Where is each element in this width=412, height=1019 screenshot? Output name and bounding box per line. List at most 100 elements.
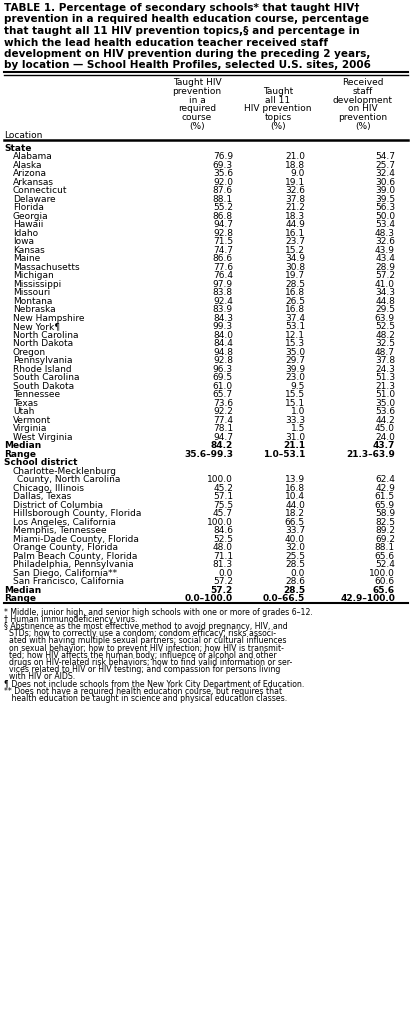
Text: that taught all 11 HIV prevention topics,§ and percentage in: that taught all 11 HIV prevention topics… [4, 25, 360, 36]
Text: ted; how HIV affects the human body; influence of alcohol and other: ted; how HIV affects the human body; inf… [4, 650, 276, 659]
Text: 92.2: 92.2 [213, 407, 233, 416]
Text: 32.6: 32.6 [375, 236, 395, 246]
Text: 39.5: 39.5 [375, 195, 395, 204]
Text: 31.0: 31.0 [285, 432, 305, 441]
Text: Hawaii: Hawaii [13, 220, 43, 229]
Text: 99.3: 99.3 [213, 322, 233, 331]
Text: TABLE 1. Percentage of secondary schools* that taught HIV†: TABLE 1. Percentage of secondary schools… [4, 3, 359, 13]
Text: (%): (%) [189, 122, 205, 130]
Text: 43.7: 43.7 [372, 440, 395, 449]
Text: 28.9: 28.9 [375, 262, 395, 271]
Text: 84.2: 84.2 [211, 440, 233, 449]
Text: 88.1: 88.1 [213, 195, 233, 204]
Text: 52.5: 52.5 [213, 534, 233, 543]
Text: Alaska: Alaska [13, 160, 42, 169]
Text: 92.4: 92.4 [213, 297, 233, 306]
Text: 37.4: 37.4 [285, 313, 305, 322]
Text: 1.0–53.1: 1.0–53.1 [262, 449, 305, 459]
Text: 65.7: 65.7 [213, 389, 233, 398]
Text: 94.7: 94.7 [213, 220, 233, 229]
Text: Chicago, Illinois: Chicago, Illinois [13, 483, 84, 492]
Text: Pennsylvania: Pennsylvania [13, 356, 73, 365]
Text: 16.8: 16.8 [285, 305, 305, 314]
Text: 53.6: 53.6 [375, 407, 395, 416]
Text: 71.1: 71.1 [213, 551, 233, 560]
Text: 53.4: 53.4 [375, 220, 395, 229]
Text: Georgia: Georgia [13, 211, 49, 220]
Text: 39.0: 39.0 [375, 185, 395, 195]
Text: 16.8: 16.8 [285, 483, 305, 492]
Text: 84.6: 84.6 [213, 526, 233, 535]
Text: 69.2: 69.2 [375, 534, 395, 543]
Text: 28.5: 28.5 [283, 585, 305, 594]
Text: staff: staff [353, 87, 373, 96]
Text: 65.9: 65.9 [375, 500, 395, 510]
Text: drugs on HIV-related risk behaviors; how to find valid information or ser-: drugs on HIV-related risk behaviors; how… [4, 657, 292, 666]
Text: 53.1: 53.1 [285, 322, 305, 331]
Text: 48.2: 48.2 [375, 330, 395, 339]
Text: HIV prevention: HIV prevention [244, 104, 312, 113]
Text: Mississippi: Mississippi [13, 279, 61, 288]
Text: 44.0: 44.0 [285, 500, 305, 510]
Text: 84.4: 84.4 [213, 338, 233, 347]
Text: 51.0: 51.0 [375, 389, 395, 398]
Text: 57.2: 57.2 [375, 271, 395, 280]
Text: which the lead health education teacher received staff: which the lead health education teacher … [4, 38, 328, 48]
Text: 86.6: 86.6 [213, 254, 233, 263]
Text: development: development [333, 96, 393, 105]
Text: Vermont: Vermont [13, 415, 51, 424]
Text: 32.6: 32.6 [285, 185, 305, 195]
Text: STDs; how to correctly use a condom; condom efficacy; risks associ-: STDs; how to correctly use a condom; con… [4, 629, 276, 638]
Text: § Abstinence as the most effective method to avoid pregnancy, HIV, and: § Abstinence as the most effective metho… [4, 622, 288, 631]
Text: 56.3: 56.3 [375, 203, 395, 212]
Text: 45.7: 45.7 [213, 508, 233, 518]
Text: Range: Range [4, 593, 36, 602]
Text: 60.6: 60.6 [375, 577, 395, 586]
Text: 29.7: 29.7 [285, 356, 305, 365]
Text: 48.3: 48.3 [375, 228, 395, 237]
Text: Nebraska: Nebraska [13, 305, 56, 314]
Text: Connecticut: Connecticut [13, 185, 68, 195]
Text: 43.9: 43.9 [375, 246, 395, 255]
Text: 28.6: 28.6 [285, 577, 305, 586]
Text: District of Columbia: District of Columbia [13, 500, 103, 510]
Text: health education be taught in science and physical education classes.: health education be taught in science an… [4, 693, 287, 702]
Text: 21.3: 21.3 [375, 381, 395, 390]
Text: Dallas, Texas: Dallas, Texas [13, 491, 71, 500]
Text: Idaho: Idaho [13, 228, 38, 237]
Text: 48.0: 48.0 [213, 542, 233, 551]
Text: 10.4: 10.4 [285, 491, 305, 500]
Text: 0.0: 0.0 [290, 568, 305, 577]
Text: 61.0: 61.0 [213, 381, 233, 390]
Text: ¶ Does not include schools from the New York City Department of Education.: ¶ Does not include schools from the New … [4, 679, 304, 688]
Text: 37.8: 37.8 [375, 356, 395, 365]
Text: 77.6: 77.6 [213, 262, 233, 271]
Text: 69.5: 69.5 [213, 373, 233, 382]
Text: 1.0: 1.0 [290, 407, 305, 416]
Text: 35.0: 35.0 [375, 398, 395, 408]
Text: 18.8: 18.8 [285, 160, 305, 169]
Text: 57.1: 57.1 [213, 491, 233, 500]
Text: Philadelphia, Pennsylvania: Philadelphia, Pennsylvania [13, 559, 133, 569]
Text: 88.1: 88.1 [375, 542, 395, 551]
Text: 21.0: 21.0 [285, 152, 305, 161]
Text: South Carolina: South Carolina [13, 373, 80, 382]
Text: 33.7: 33.7 [285, 526, 305, 535]
Text: 34.3: 34.3 [375, 287, 395, 297]
Text: 87.6: 87.6 [213, 185, 233, 195]
Text: on sexual behavior; how to prevent HIV infection; how HIV is transmit-: on sexual behavior; how to prevent HIV i… [4, 643, 284, 652]
Text: 43.4: 43.4 [375, 254, 395, 263]
Text: Virginia: Virginia [13, 424, 47, 433]
Text: 50.0: 50.0 [375, 211, 395, 220]
Text: topics: topics [265, 113, 292, 122]
Text: Rhode Island: Rhode Island [13, 364, 72, 373]
Text: West Virginia: West Virginia [13, 432, 73, 441]
Text: Delaware: Delaware [13, 195, 56, 204]
Text: 15.2: 15.2 [285, 246, 305, 255]
Text: San Francisco, California: San Francisco, California [13, 577, 124, 586]
Text: 28.5: 28.5 [285, 279, 305, 288]
Text: Los Angeles, California: Los Angeles, California [13, 517, 116, 526]
Text: 42.9–100.0: 42.9–100.0 [340, 593, 395, 602]
Text: 15.3: 15.3 [285, 338, 305, 347]
Text: Median: Median [4, 440, 41, 449]
